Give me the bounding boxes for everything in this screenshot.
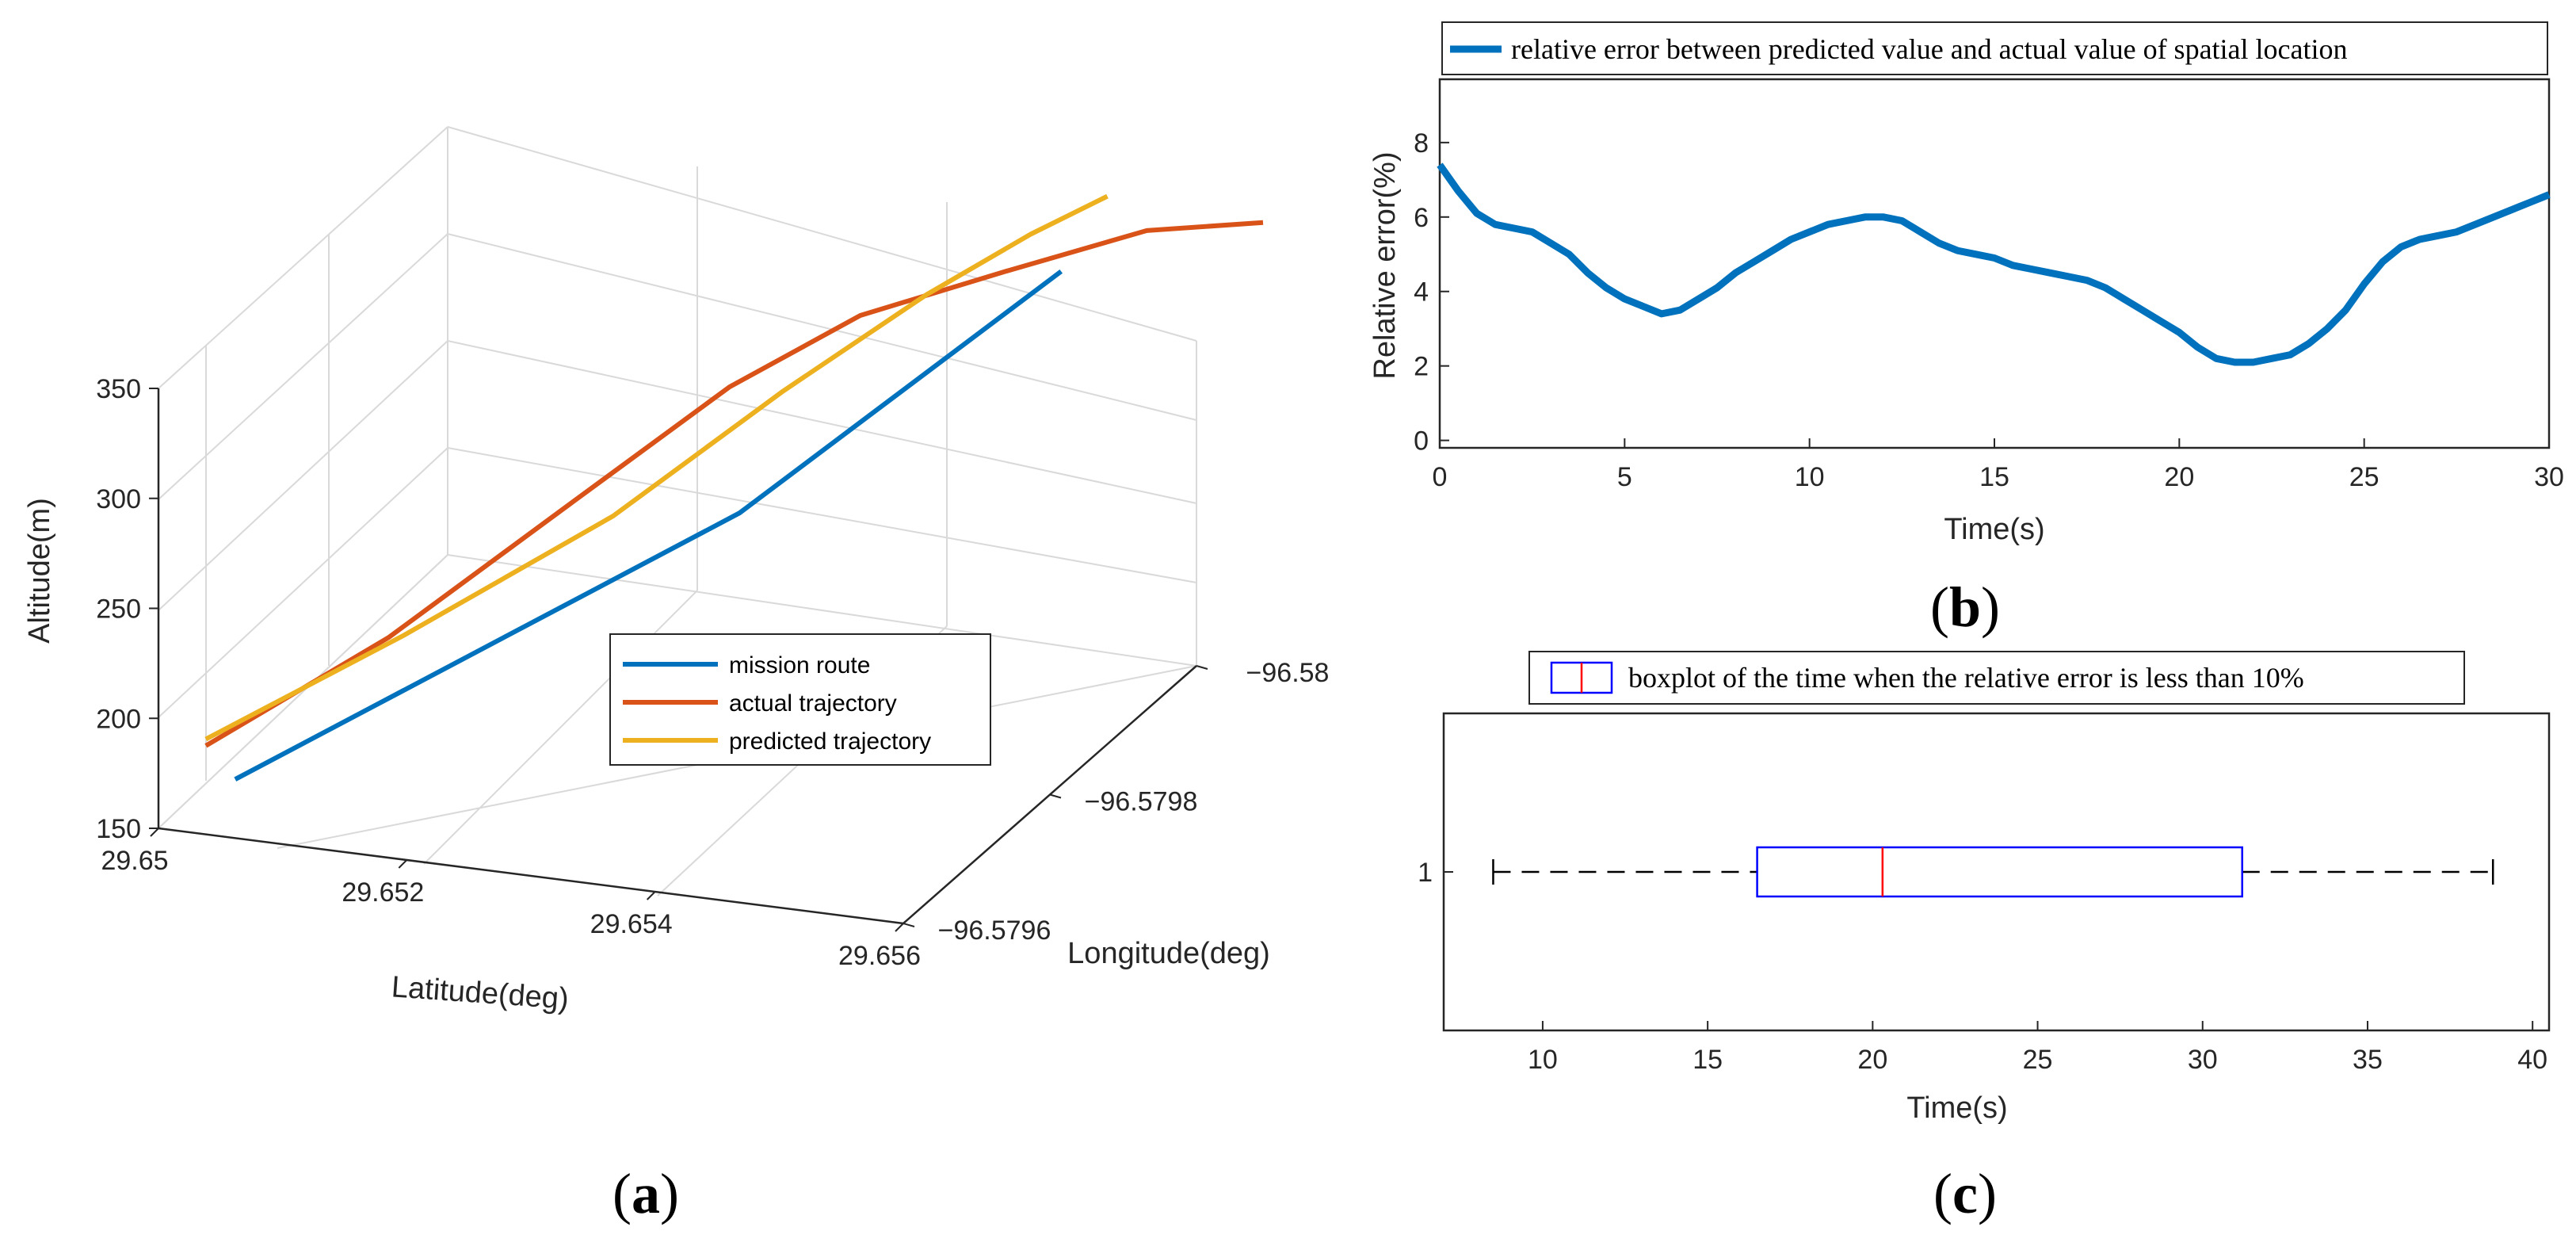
- panel-a-z-tick-label: 150: [96, 814, 141, 844]
- panel-a-x-tick-label: 29.654: [590, 909, 673, 939]
- panel-a-x-tick-mark: [150, 828, 159, 837]
- panel-a-x-tick-mark: [646, 891, 656, 900]
- panel-c-legend-box: [1528, 651, 2465, 705]
- panel-c-legend-label: boxplot of the time when the relative er…: [1628, 662, 2304, 694]
- panel-a-gridlines: [158, 126, 1197, 896]
- panel-a-z-tick-label: 200: [96, 704, 141, 734]
- panel-c-label: (c): [1933, 1162, 1997, 1225]
- panel-a-series: [204, 193, 1264, 782]
- panel-c-box: [1492, 846, 2494, 898]
- panel-a-x-tick-label: 29.656: [838, 941, 921, 971]
- panel-b-plot-area: [1438, 78, 2551, 449]
- panel-a-y-tick-label: −96.5798: [1085, 787, 1198, 817]
- panel-a-series-1: [204, 220, 1264, 748]
- panel-b-x-tick-label: 20: [2164, 462, 2194, 492]
- panel-b-series: [1437, 162, 2551, 366]
- panel-a-legend-label: predicted trajectory: [729, 728, 931, 755]
- panel-b-legend-box: [1441, 21, 2548, 75]
- panel-b-x-tick-label: 25: [2349, 462, 2379, 492]
- panel-c-x-tick-label: 15: [1693, 1045, 1723, 1075]
- panel-a-z-tick-label: 350: [96, 374, 141, 404]
- panel-a-xlabel: Latitude(deg): [391, 970, 570, 1016]
- panel-b-y-tick-label: 2: [1414, 352, 1429, 382]
- panel-b-ticks: 0 5 10 15 20 25 30 0 2 4 6 8: [1414, 128, 2564, 492]
- panel-b-x-tick-label: 0: [1433, 462, 1448, 492]
- panel-c-x-tick-label: 35: [2353, 1045, 2383, 1075]
- panel-b-y-tick-label: 4: [1414, 277, 1429, 308]
- panel-b-x-tick-label: 10: [1795, 462, 1825, 492]
- panel-a-zlabel: Altitude(m): [23, 498, 56, 644]
- panel-c-xlabel: Time(s): [1906, 1091, 2007, 1125]
- panel-b-xlabel: Time(s): [1944, 513, 2044, 546]
- panel-a-series-0: [234, 269, 1063, 782]
- panel-c-y-tick-label: 1: [1418, 858, 1433, 888]
- panel-a-y-tick-label: −96.58: [1246, 658, 1330, 688]
- panel-b-x-tick-label: 5: [1617, 462, 1632, 492]
- panel-c-x-tick-label: 25: [2023, 1045, 2053, 1075]
- panel-a-y-tick-label: −96.5796: [938, 916, 1051, 946]
- panel-a-z-tick-label: 300: [96, 484, 141, 514]
- panel-a-x-tick-label: 29.652: [342, 877, 424, 908]
- panel-c-x-tick-label: 40: [2517, 1045, 2547, 1075]
- panel-b-x-tick-label: 30: [2534, 462, 2564, 492]
- panel-a-ticks: 150 200 250 300 350 29.65 29.652 29.654 29.656 −9…: [96, 374, 1329, 971]
- panel-b-series-line: [1437, 162, 2551, 366]
- panel-b-label: (b): [1930, 575, 2000, 639]
- panel-a-ylabel: Longitude(deg): [1067, 937, 1270, 970]
- panel-a-legend-box: [609, 633, 991, 766]
- panel-a-y-tick-mark: [1049, 793, 1062, 799]
- panel-a-label: (a): [613, 1162, 679, 1225]
- panel-a-x-tick-mark: [398, 859, 408, 869]
- panel-a-legend-label: actual trajectory: [729, 690, 897, 717]
- panel-a-z-tick-label: 250: [96, 594, 141, 625]
- panel-c-x-tick-label: 10: [1528, 1045, 1558, 1075]
- panel-a-legend-label: mission route: [729, 652, 870, 679]
- panel-c-iqr-box: [1756, 846, 2243, 898]
- panel-b-y-tick-label: 0: [1414, 426, 1429, 457]
- panel-c-boxplot: boxplot of the time when the relative er…: [1418, 651, 2551, 1225]
- panel-c-x-tick-label: 20: [1857, 1045, 1887, 1075]
- panel-b-x-tick-label: 15: [1979, 462, 2009, 492]
- panel-b-ylabel: Relative error(%): [1368, 151, 1402, 379]
- panel-c-ticks: 10 15 20 25 30 35 40 1: [1418, 858, 2547, 1075]
- panel-a-x-tick-mark: [895, 923, 904, 932]
- panel-a-x-tick-label: 29.65: [101, 846, 168, 876]
- panel-b-legend-label: relative error between predicted value a…: [1511, 33, 2348, 65]
- panel-b-line-chart: relative error between predicted value a…: [1368, 21, 2564, 639]
- panel-c-x-tick-label: 30: [2188, 1045, 2218, 1075]
- panel-a-3d-plot: 150 200 250 300 350 29.65 29.652 29.654 29.656 −9…: [23, 126, 1329, 1225]
- panel-b-y-tick-label: 6: [1414, 203, 1429, 233]
- panel-a-legend: mission route actual trajectory predicted …: [609, 633, 991, 766]
- panel-b-y-tick-label: 8: [1414, 128, 1429, 159]
- panel-a-y-tick-mark: [1196, 665, 1208, 670]
- panel-a-series-2: [204, 193, 1109, 742]
- panel-a-y-tick-mark: [903, 923, 915, 927]
